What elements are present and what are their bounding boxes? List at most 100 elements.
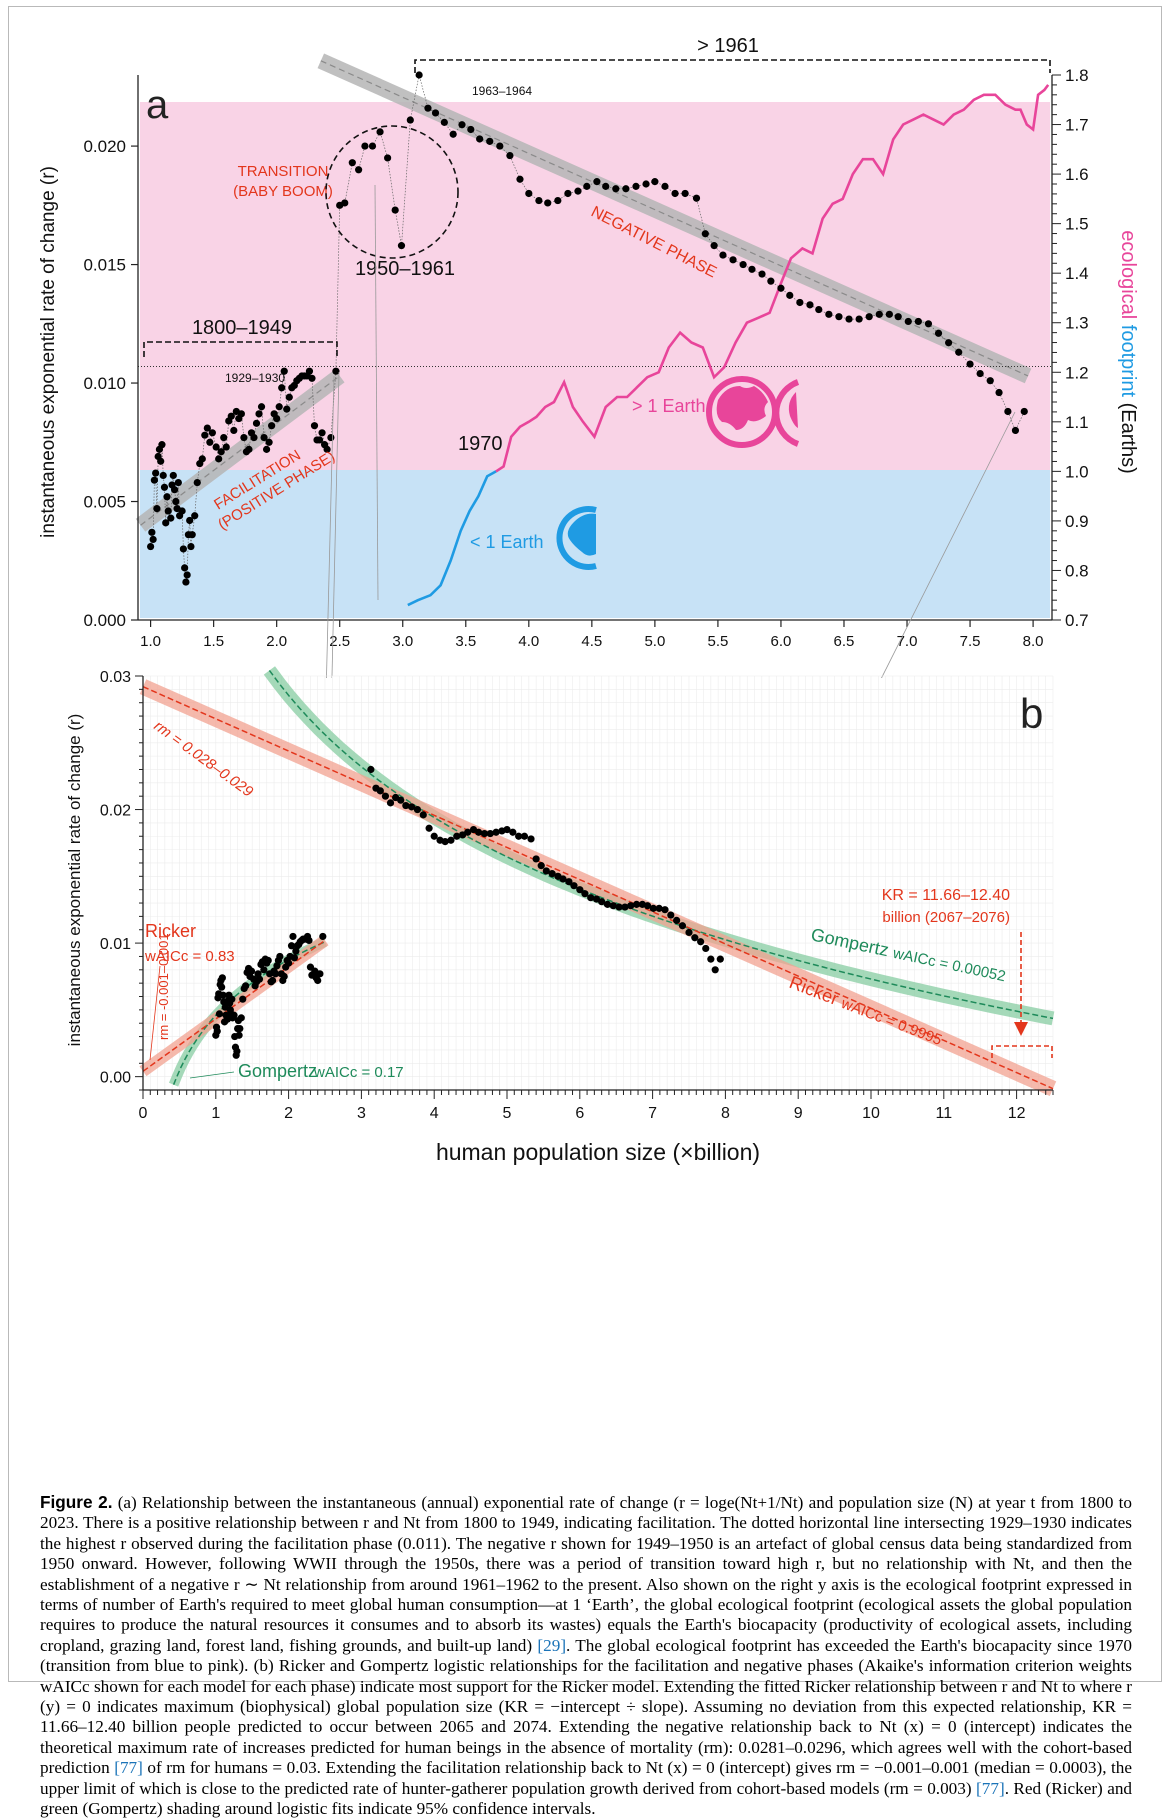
r-point-a-127 (692, 194, 701, 202)
a-y2tick-label-4: 1.1 (1065, 413, 1089, 432)
a-xtick-label-2: 2.0 (266, 633, 287, 650)
a-xtick-label-4: 3.0 (392, 633, 413, 650)
r-point-b-8 (218, 983, 226, 991)
r-point-a-21 (174, 478, 182, 487)
r-point-a-10 (159, 471, 167, 480)
r-point-b-9 (218, 974, 226, 982)
globe-icon (706, 376, 778, 448)
r-point-a-23 (178, 507, 186, 515)
bracket-1800-1949 (143, 341, 338, 357)
r-point-b-153 (673, 916, 681, 924)
caption-ref-29[interactable]: [29] (537, 1635, 567, 1655)
r-point-b-104 (397, 796, 405, 804)
r-point-a-113 (554, 196, 562, 205)
r-point-a-157 (986, 377, 994, 385)
a-xtick-label-7: 4.5 (581, 633, 602, 650)
r-point-a-77 (305, 367, 314, 375)
r-point-a-17 (169, 471, 177, 480)
r-point-b-129 (537, 862, 545, 870)
r-point-a-140 (815, 305, 823, 314)
b-xtick-label-2: 2 (284, 1105, 293, 1122)
r-point-a-89 (348, 159, 356, 167)
annotation-1929: 1929–1930 (225, 371, 285, 385)
r-point-a-111 (535, 196, 543, 205)
r-point-a-47 (230, 426, 238, 435)
a-ytick-label-0: 0.000 (83, 611, 126, 630)
r-point-b-35 (242, 982, 250, 990)
a-xtick-label-11: 6.5 (834, 633, 855, 650)
r-point-a-129 (710, 242, 718, 250)
r-point-b-107 (413, 805, 422, 814)
r-point-b-101 (381, 792, 390, 800)
r-point-b-100 (376, 787, 384, 795)
r-point-b-67 (289, 932, 297, 941)
r-point-a-108 (506, 151, 514, 160)
r-point-b-157 (697, 938, 705, 946)
a-y2tick-label-6: 1.3 (1065, 314, 1089, 333)
r-point-b-144 (621, 903, 629, 911)
r-point-b-145 (627, 902, 635, 910)
r-point-b-33 (239, 995, 247, 1003)
r-point-a-12 (162, 519, 170, 527)
annotation-rm-positive: rm = -0.001–0.001 (156, 933, 171, 1040)
r-point-a-99 (424, 104, 432, 112)
r-point-a-94 (384, 154, 392, 162)
caption-ref-77a[interactable]: [77] (114, 1758, 143, 1778)
r-point-a-1 (148, 528, 156, 536)
a-y2tick-label-10: 1.7 (1065, 116, 1089, 135)
r-point-b-113 (447, 836, 455, 844)
r-point-b-159 (707, 955, 715, 963)
r-point-a-98 (415, 71, 423, 79)
b-xtick-label-3: 3 (357, 1105, 366, 1122)
kr-arrow-head (1014, 1022, 1028, 1036)
panel-a-y2-label: ecological footprint (Earths) (1117, 230, 1139, 473)
r-point-a-64 (273, 414, 281, 423)
annotation-gompertz-pos-w: wAICc = 0.17 (313, 1064, 404, 1081)
r-point-b-98 (367, 765, 375, 774)
r-point-a-135 (767, 277, 775, 285)
a-y2tick-label-9: 1.6 (1065, 165, 1089, 184)
panel-b-label: b (1020, 690, 1043, 737)
caption-ref-77b[interactable]: [77] (976, 1778, 1005, 1798)
r-point-a-96 (397, 242, 406, 250)
r-point-a-136 (777, 284, 785, 292)
r-point-a-103 (458, 121, 466, 129)
annotation-1950-1961: 1950–1961 (355, 258, 455, 280)
r-point-a-62 (268, 422, 276, 430)
r-point-a-32 (191, 512, 199, 520)
panel-a-label: a (146, 83, 169, 127)
annotation-1970: 1970 (458, 433, 503, 455)
r-point-a-132 (739, 260, 747, 269)
annotation-kr-2: billion (2067–2076) (882, 909, 1010, 926)
r-point-a-29 (186, 516, 194, 525)
r-point-a-40 (212, 443, 220, 451)
transition-circle (325, 125, 459, 259)
r-point-b-108 (419, 811, 427, 819)
annotation-lt1earth: < 1 Earth (470, 532, 544, 552)
r-point-a-82 (318, 429, 326, 437)
r-point-a-69 (285, 393, 293, 401)
r-point-a-33 (193, 478, 201, 487)
r-point-a-30 (187, 542, 195, 551)
r-point-a-4 (152, 469, 160, 477)
r-point-b-109 (425, 824, 433, 832)
b-xtick-label-11: 11 (935, 1105, 952, 1122)
r-point-a-42 (217, 448, 225, 456)
r-point-b-53 (268, 976, 277, 985)
r-point-b-119 (480, 829, 489, 838)
annotation-gompertz-pos-leader (189, 1071, 235, 1079)
r-point-b-146 (632, 900, 641, 908)
r-point-b-10 (219, 991, 227, 999)
r-point-b-158 (702, 944, 710, 953)
a-xtick-label-6: 4.0 (518, 633, 539, 650)
r-point-b-23 (230, 1011, 238, 1019)
r-point-a-57 (255, 410, 263, 418)
r-point-b-58 (276, 952, 284, 961)
r-point-b-126 (520, 832, 529, 840)
r-point-b-127 (527, 835, 535, 843)
r-point-b-136 (576, 886, 584, 894)
r-point-a-131 (729, 256, 737, 264)
r-point-a-14 (164, 507, 172, 515)
a-xtick-label-14: 8.0 (1023, 633, 1044, 650)
r-point-a-66 (278, 384, 286, 392)
